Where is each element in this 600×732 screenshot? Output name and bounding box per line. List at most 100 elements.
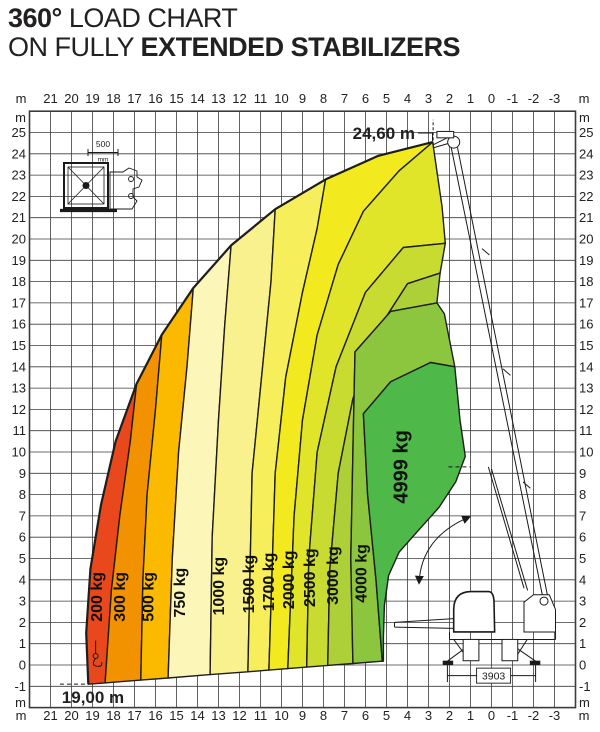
x-axis-tick-top: 3: [425, 91, 432, 106]
load-zones: [85, 141, 466, 685]
y-axis-tick-left: 25: [12, 125, 26, 140]
y-axis-unit-top-right: m: [579, 110, 590, 125]
x-axis-tick-bottom: 4: [404, 708, 411, 723]
y-axis-tick-left: 3: [19, 594, 26, 609]
load-zone-label-4999kg: 4999 kg: [391, 430, 413, 503]
y-axis-tick-right: 22: [579, 189, 593, 204]
y-axis-tick-left: 8: [19, 487, 26, 502]
x-axis-tick-bottom: -3: [549, 708, 561, 723]
y-axis-tick-right: 11: [579, 423, 593, 438]
y-axis-tick-right: -1: [579, 679, 591, 694]
x-axis-tick-bottom: 9: [299, 708, 306, 723]
machine-turret: [523, 594, 556, 633]
x-axis-tick-bottom: -2: [528, 708, 540, 723]
load-zone-label-500kg: 500 kg: [140, 572, 157, 622]
max-outreach-label: 19,00 m: [62, 688, 124, 707]
x-axis-tick-top: 14: [190, 91, 204, 106]
x-axis-tick-bottom: 6: [362, 708, 369, 723]
y-axis-tick-right: 12: [579, 402, 593, 417]
machine-plan-outline: [109, 167, 143, 210]
y-axis-tick-left: 0: [19, 658, 26, 673]
y-axis-tick-right: 20: [579, 232, 593, 247]
x-axis-tick-bottom: 7: [341, 708, 348, 723]
machine-wheel-box: [462, 638, 480, 662]
x-axis-tick-bottom: 16: [148, 708, 162, 723]
machine-line: [394, 618, 454, 623]
y-axis-tick-left: 11: [13, 423, 27, 438]
y-axis-tick-left: 17: [12, 295, 26, 310]
load-zone-label-3000kg: 3000 kg: [325, 546, 342, 605]
y-axis-tick-left: 21: [12, 210, 26, 225]
page-title: 360° LOAD CHART ON FULLY EXTENDED STABIL…: [8, 4, 461, 62]
x-axis-tick-bottom: 19: [85, 708, 99, 723]
x-axis-tick-top: 16: [148, 91, 162, 106]
machine-line: [502, 368, 511, 376]
x-axis-tick-top: 1: [467, 91, 474, 106]
x-axis-tick-bottom: -1: [507, 708, 519, 723]
y-axis-tick-right: 0: [579, 658, 586, 673]
x-axis-tick-top: 12: [232, 91, 246, 106]
y-axis-tick-right: 21: [579, 210, 593, 225]
pad-size-unit-label: mm: [98, 157, 109, 164]
load-zone-4999kg: [362, 361, 466, 662]
load-zone-label-2000kg: 2000 kg: [281, 550, 298, 609]
hook-icon: [92, 657, 103, 667]
x-axis-tick-top: 9: [299, 91, 306, 106]
x-axis-tick-top: 17: [127, 91, 141, 106]
machine-drawing: [59, 119, 557, 685]
y-axis-tick-right: 4: [579, 572, 586, 587]
luffing-arc-arrow: [414, 515, 472, 585]
x-axis-tick-bottom: 18: [106, 708, 120, 723]
stabilizer-span-label: 3903: [482, 671, 506, 683]
machine-line: [487, 466, 525, 589]
y-axis-tick-left: 6: [19, 530, 26, 545]
footprint-center: [82, 182, 90, 189]
x-axis-tick-top: 6: [362, 91, 369, 106]
y-axis-tick-left: 13: [12, 381, 26, 396]
load-zone-label-750kg: 750 kg: [172, 568, 189, 618]
x-axis-unit-bottom-right: m: [579, 708, 590, 723]
y-axis-tick-left: 20: [12, 232, 26, 247]
stabilizer-span-dimension: [446, 663, 537, 684]
x-axis-tick-bottom: 14: [190, 708, 204, 723]
y-axis-tick-right: 24: [579, 146, 593, 161]
boom-head-box: [436, 130, 455, 139]
x-axis-tick-top: -2: [528, 91, 540, 106]
y-axis-tick-left: 9: [19, 466, 26, 481]
y-axis-tick-left: 24: [12, 146, 26, 161]
outer-envelope-line: [85, 141, 433, 685]
y-axis-tick-left: 1: [19, 636, 26, 651]
y-axis-tick-right: 2: [579, 615, 586, 630]
load-zone-label-300kg: 300 kg: [112, 572, 129, 622]
x-axis-tick-bottom: 8: [320, 708, 327, 723]
x-axis-tick-bottom: 11: [254, 708, 268, 723]
y-axis-tick-right: 9: [579, 466, 586, 481]
x-axis-tick-bottom: 10: [274, 708, 288, 723]
load-zone-label-1500kg: 1500 kg: [241, 555, 258, 614]
x-axis-unit-bottom-left: m: [16, 708, 27, 723]
x-axis-tick-top: 8: [320, 91, 327, 106]
title-line-2: ON FULLY EXTENDED STABILIZERS: [8, 32, 461, 62]
x-axis-tick-top: 19: [85, 91, 99, 106]
x-axis-tick-top: 20: [64, 91, 78, 106]
y-axis-tick-right: 23: [579, 168, 593, 183]
y-axis-unit-bottom-left: m: [15, 695, 26, 710]
machine-line: [432, 142, 450, 149]
title-extended-stabilizers: EXTENDED STABILIZERS: [140, 32, 461, 62]
machine-plan-wheel: [128, 176, 134, 182]
machine-cab: [452, 590, 496, 633]
y-axis-tick-left: 7: [19, 508, 26, 523]
x-axis-tick-top: 2: [446, 91, 453, 106]
x-axis-tick-bottom: 20: [64, 708, 78, 723]
y-axis-tick-left: 2: [19, 615, 26, 630]
load-zone-label-1700kg: 1700 kg: [261, 553, 278, 612]
load-zone-label-4000kg: 4000 kg: [354, 544, 371, 603]
y-axis-tick-left: 12: [12, 402, 26, 417]
max-height-leader: [418, 132, 433, 141]
machine-line: [481, 248, 490, 256]
x-axis-tick-top: 5: [383, 91, 390, 106]
y-axis-tick-right: 13: [579, 381, 593, 396]
x-axis-tick-top: 4: [404, 91, 411, 106]
